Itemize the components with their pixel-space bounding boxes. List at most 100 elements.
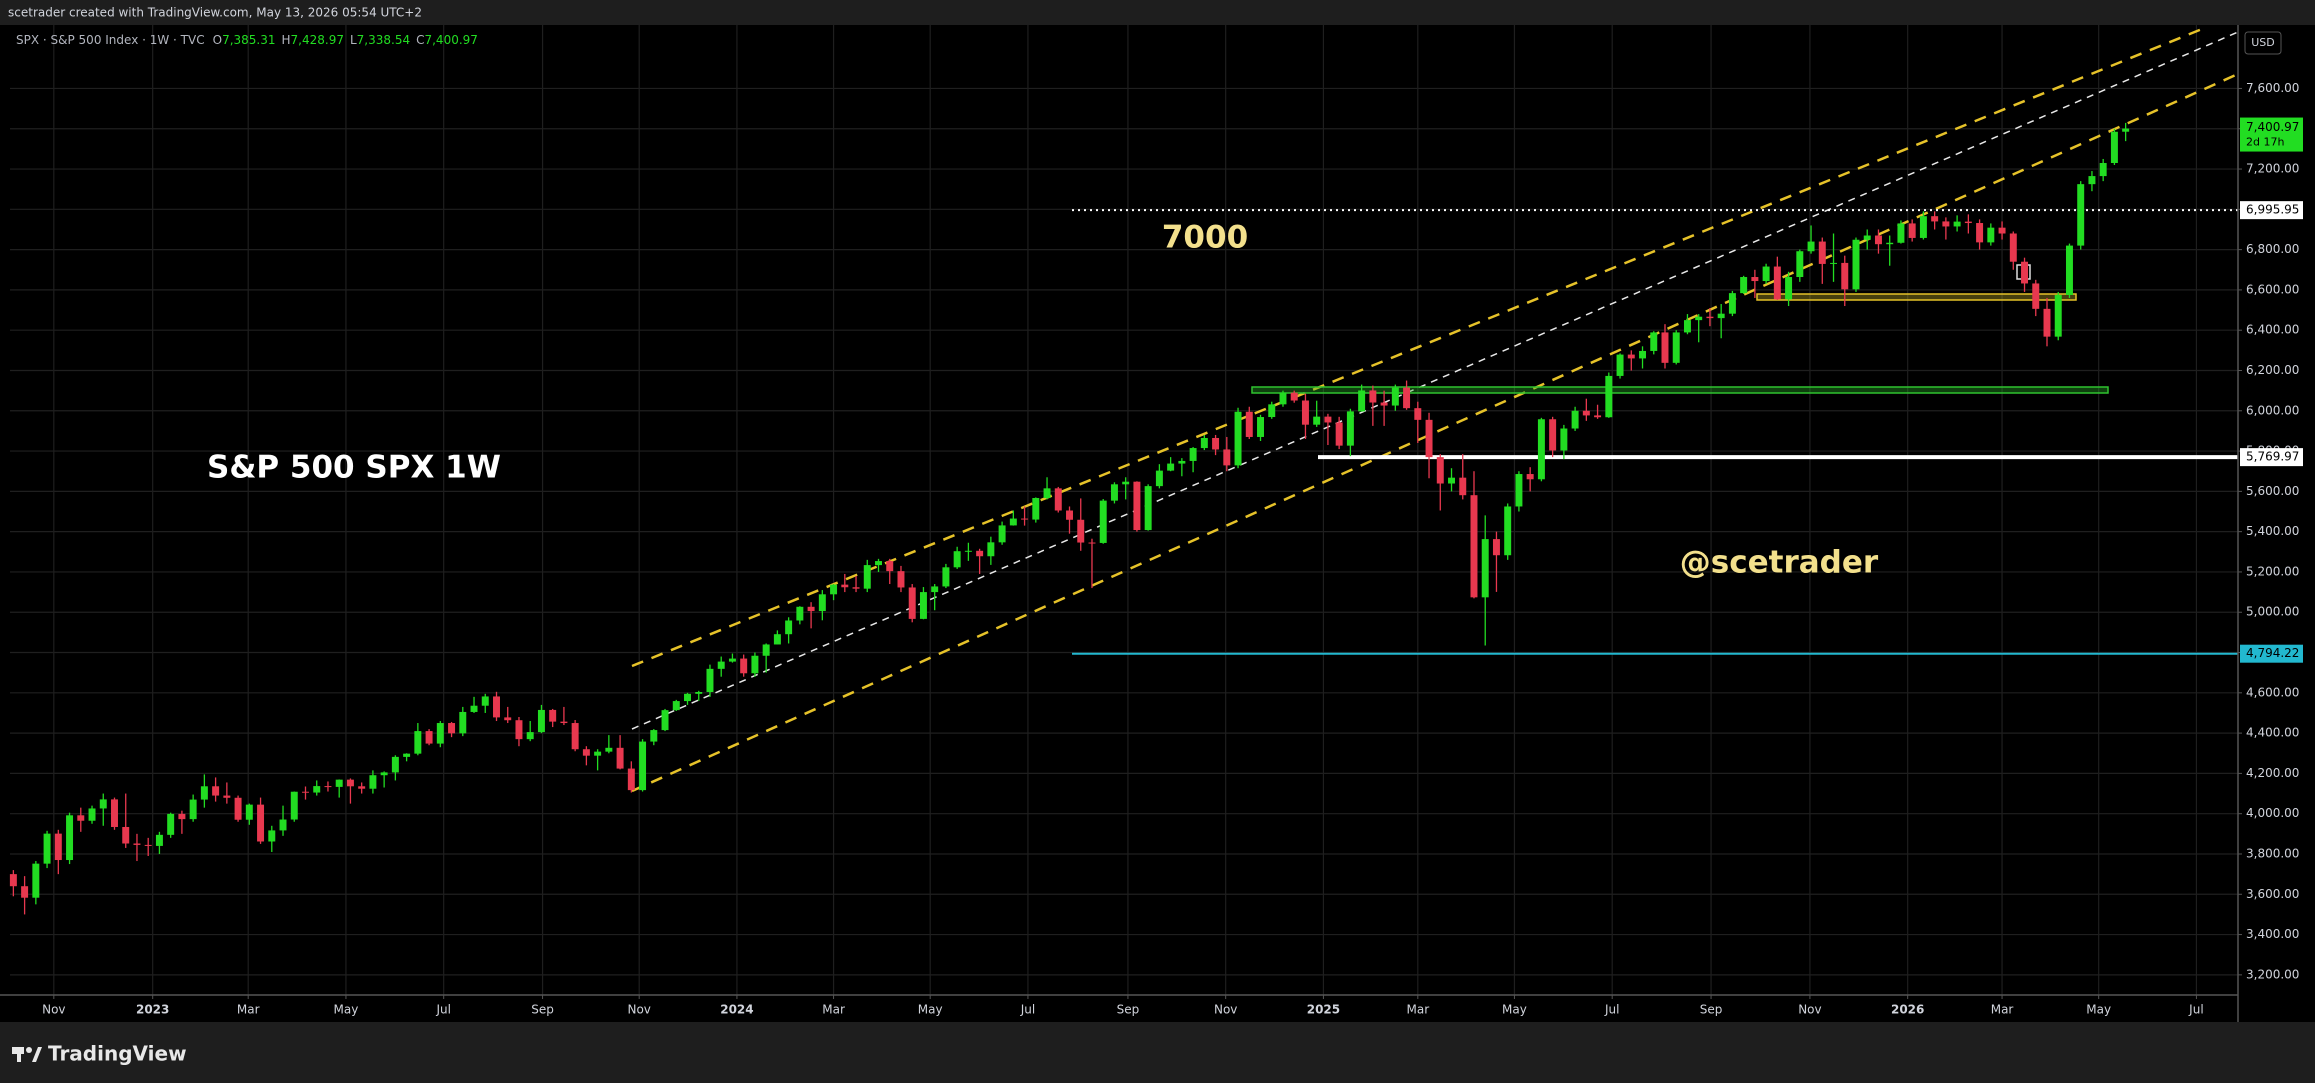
- candle-body: [1335, 422, 1343, 446]
- candle-body: [1639, 350, 1647, 359]
- levels: [1072, 209, 2238, 655]
- y-tick-label: 7,600.00: [2246, 81, 2299, 95]
- y-tick-label: 3,400.00: [2246, 927, 2299, 941]
- candle-body: [1077, 519, 1085, 543]
- y-tick-label: 4,600.00: [2246, 685, 2299, 699]
- candle-body: [627, 768, 635, 791]
- candle-body: [1695, 316, 1703, 321]
- y-tick-label: 4,000.00: [2246, 806, 2299, 820]
- currency: USD: [2251, 36, 2275, 49]
- candle-body: [481, 696, 489, 706]
- candle-body: [1874, 235, 1882, 245]
- candle-body: [425, 731, 433, 744]
- candle-body: [1605, 375, 1613, 418]
- candle-body: [1099, 500, 1107, 543]
- candle-body: [1987, 227, 1995, 243]
- annotations: 7000 S&P 500 SPX 1W @scetrader: [207, 220, 1879, 581]
- x-tick-label: May: [1502, 1003, 1527, 1017]
- candle-body: [1043, 488, 1051, 499]
- candle-body: [830, 584, 838, 595]
- candle-body: [1032, 498, 1040, 520]
- zone-yellow: [1756, 293, 2077, 301]
- candle-body: [403, 753, 411, 757]
- candle-body: [2110, 131, 2118, 163]
- candle-body: [178, 813, 186, 820]
- y-tick-label: 5,200.00: [2246, 564, 2299, 578]
- level-label: 6,995.95: [2246, 203, 2299, 217]
- candle-body: [1358, 390, 1366, 412]
- candle-body: [1504, 506, 1512, 556]
- candle-body: [998, 525, 1006, 543]
- y-tick-label: 6,800.00: [2246, 242, 2299, 256]
- candle-body: [762, 644, 770, 656]
- candle-body: [358, 786, 366, 789]
- ohlc-key: L: [350, 33, 357, 47]
- candle-body: [66, 815, 74, 861]
- footer-bar: [0, 1022, 2315, 1083]
- candle-body: [167, 813, 175, 835]
- brand-logo: [12, 1047, 42, 1062]
- brand: TradingView: [48, 1042, 187, 1066]
- candle-body: [504, 717, 512, 721]
- candle-body: [1683, 320, 1691, 333]
- candle-body: [942, 567, 950, 587]
- candle-body: [953, 551, 961, 568]
- candle-body: [1998, 227, 2006, 234]
- candle-body: [1807, 241, 1815, 252]
- candle-body: [1818, 241, 1826, 264]
- candle-body: [987, 542, 995, 557]
- candles: [9, 122, 2130, 915]
- candle-body: [43, 833, 51, 864]
- x-tick-label: Mar: [822, 1003, 845, 1017]
- grid: [10, 25, 2238, 995]
- candle-body: [234, 797, 242, 820]
- candle-body: [841, 584, 849, 588]
- candle-body: [1234, 411, 1242, 466]
- candle-body: [380, 772, 388, 776]
- candle-body: [1560, 428, 1568, 451]
- candle-body: [122, 826, 130, 844]
- candle-body: [1852, 239, 1860, 290]
- candle-body: [2032, 283, 2040, 309]
- x-tick-label: May: [334, 1003, 359, 1017]
- candle-body: [1257, 417, 1264, 437]
- candle-body: [1448, 477, 1455, 484]
- candle-body: [88, 808, 96, 821]
- candle-body: [1088, 542, 1096, 544]
- candle-body: [1223, 449, 1231, 466]
- candle-body: [1706, 316, 1714, 319]
- x-tick-label: May: [918, 1003, 943, 1017]
- zone-green: [1251, 386, 2109, 394]
- x-tick-label: Nov: [1798, 1003, 1821, 1017]
- candle-body: [1627, 354, 1635, 359]
- candle-body: [1313, 416, 1321, 425]
- candle-body: [212, 786, 220, 796]
- x-tick-label: Nov: [1214, 1003, 1237, 1017]
- x-tick-label: 2026: [1891, 1003, 1924, 1017]
- ohlc-value: 7,385.31: [222, 33, 275, 47]
- candle-body: [1144, 486, 1152, 531]
- level-badge: [2240, 644, 2303, 663]
- ohlc-value: 7,428.97: [291, 33, 344, 47]
- candle-body: [470, 705, 478, 712]
- y-tick-label: 3,200.00: [2246, 967, 2299, 981]
- candle-body: [875, 561, 882, 566]
- candle-body: [1571, 410, 1579, 429]
- currency-box[interactable]: [2244, 31, 2282, 55]
- candle-body: [1526, 474, 1534, 480]
- y-tick-label: 5,400.00: [2246, 524, 2299, 538]
- candle-body: [1762, 266, 1770, 282]
- candle-body: [1785, 277, 1793, 300]
- y-tick-label: 6,000.00: [2246, 403, 2299, 417]
- candle-body: [751, 655, 759, 674]
- candle-body: [2054, 294, 2062, 337]
- candle-body: [346, 779, 354, 787]
- ohlc-key: O: [213, 33, 222, 47]
- annotation: 7000: [1162, 220, 1248, 256]
- candle-body: [77, 815, 85, 821]
- candle-body: [1414, 408, 1422, 420]
- y-tick-label: 5,600.00: [2246, 484, 2299, 498]
- x-tick-label: Jul: [435, 1003, 450, 1017]
- candle-body: [549, 709, 557, 722]
